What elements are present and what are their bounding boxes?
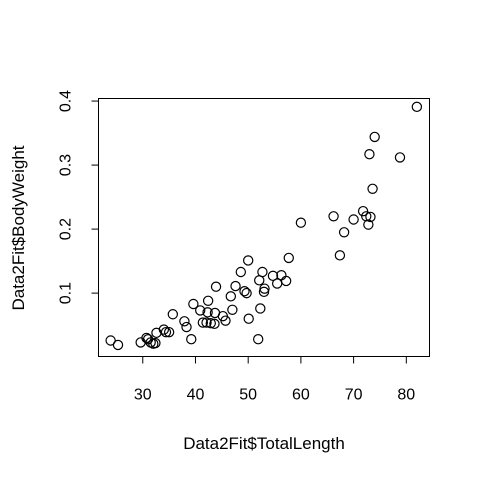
data-point — [197, 317, 209, 328]
data-point — [276, 269, 287, 281]
data-point — [230, 280, 241, 292]
data-point — [363, 219, 374, 230]
data-point — [160, 326, 172, 338]
data-point — [367, 183, 378, 194]
data-point — [243, 313, 254, 324]
data-point — [338, 227, 350, 238]
data-point — [202, 307, 213, 318]
data-point — [394, 152, 406, 163]
data-point — [188, 298, 199, 310]
points-layer — [105, 101, 423, 351]
y-tick-label: 0.3 — [58, 154, 75, 176]
x-tick-label: 40 — [187, 387, 205, 404]
data-point — [227, 304, 238, 315]
data-point — [328, 211, 339, 222]
data-point — [112, 339, 124, 351]
data-point — [283, 252, 294, 264]
data-point — [202, 295, 214, 307]
data-point — [253, 334, 264, 345]
x-axis-label: Data2Fit$TotalLength — [183, 434, 345, 453]
data-point — [158, 324, 170, 335]
data-point — [411, 101, 423, 113]
data-point — [201, 317, 212, 328]
data-point — [241, 287, 252, 299]
data-point — [210, 281, 222, 292]
data-point — [242, 255, 254, 266]
data-point — [105, 335, 116, 346]
data-point — [209, 318, 220, 330]
data-point — [181, 321, 192, 333]
y-axis-label: Data2Fit$BodyWeight — [9, 145, 28, 310]
data-point — [369, 131, 380, 143]
data-point — [357, 205, 369, 217]
data-point — [163, 326, 175, 338]
data-point — [239, 285, 250, 297]
data-point — [186, 334, 197, 345]
data-point — [364, 148, 375, 160]
y-tick-label: 0.1 — [58, 282, 75, 304]
data-point — [348, 214, 359, 225]
x-axis: 30 40 50 60 70 80 — [134, 356, 415, 404]
data-point — [167, 309, 179, 320]
x-tick-label: 70 — [345, 387, 363, 404]
data-point — [257, 266, 268, 278]
data-point — [280, 275, 292, 287]
data-point — [195, 305, 206, 316]
x-tick-label: 80 — [397, 387, 415, 404]
x-tick-label: 30 — [134, 387, 152, 404]
y-axis: 0.1 0.2 0.3 0.4 — [58, 90, 99, 304]
data-point — [295, 217, 307, 228]
data-point — [365, 211, 376, 223]
data-point — [225, 291, 236, 302]
data-point — [334, 250, 346, 261]
y-tick-label: 0.2 — [58, 218, 75, 240]
data-point — [255, 303, 266, 314]
data-point — [259, 283, 270, 294]
x-tick-label: 50 — [239, 387, 257, 404]
y-tick-label: 0.4 — [58, 90, 75, 112]
x-tick-label: 60 — [292, 387, 310, 404]
data-point — [205, 318, 216, 329]
data-point — [179, 316, 190, 327]
data-point — [267, 270, 279, 282]
data-point — [235, 266, 247, 278]
data-point — [150, 337, 161, 349]
data-point — [220, 315, 231, 326]
